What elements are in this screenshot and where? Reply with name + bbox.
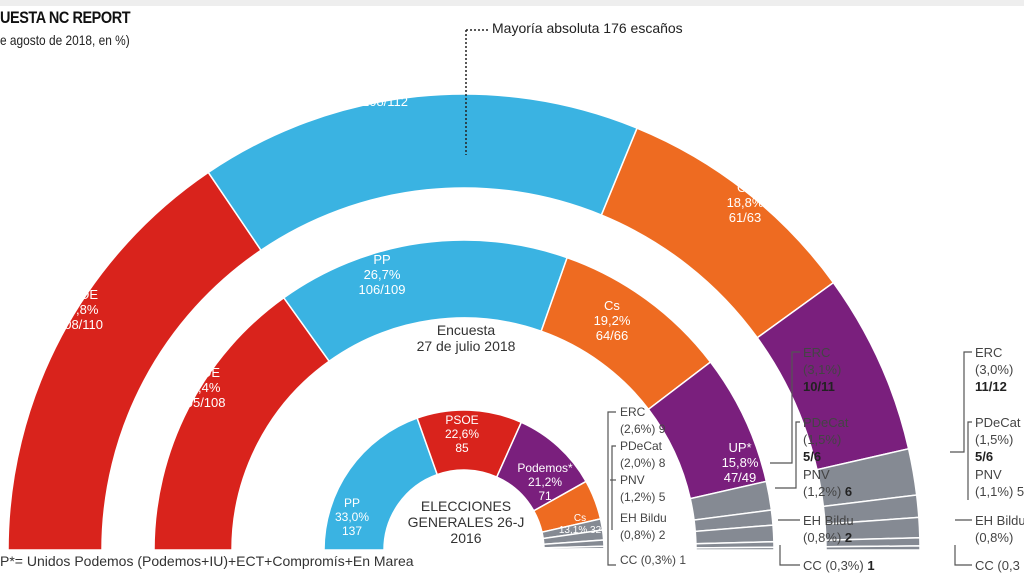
label-inner-pnv: PNV (1,2%) 5 [620, 473, 666, 504]
label-inner-cc: CC (0,3%) 1 [620, 553, 687, 567]
top-border [0, 0, 1024, 6]
label-inner-ring: ELECCIONES GENERALES 26-J 2016 [407, 498, 525, 546]
label-outer-pp: PP 27,5% 108/112 [361, 64, 409, 109]
label-mid-erc: ERC (3,1%) 10/11 [803, 345, 842, 394]
seat-arc-pp [207, 93, 639, 252]
label-inner-psoe: PSOE 22,6% 85 [444, 413, 480, 455]
seat-arc-cc [825, 545, 921, 551]
label-outer-pnv: PNV (1,1%) 5 [975, 467, 1024, 499]
label-mid-up: UP* 15,8% 47/49 [721, 440, 759, 485]
chart-title: UESTA NC REPORT [0, 8, 131, 27]
label-inner-podemos: Podemos* 21,2% 71 [517, 461, 573, 503]
label-mid-psoe: PSOE 27,4% 105/108 [178, 365, 226, 410]
label-outer-up: UP* 16,0% 43/47 [901, 357, 939, 402]
label-mid-pnv: PNV (1,2%) 6 [803, 467, 853, 499]
label-mid-pp: PP 26,7% 106/109 [358, 252, 406, 297]
label-mid-ring: Encuesta 27 de julio 2018 [416, 322, 516, 354]
label-inner-pp: PP 33,0% 137 [334, 496, 370, 538]
label-outer-pdecat: PDeCat (1,5%) 5/6 [975, 415, 1021, 464]
label-outer-erc: ERC (3,0%) 11/12 [975, 345, 1014, 394]
label-mid-cc: CC (0,3%) 1 [803, 558, 875, 573]
seat-arc-cc [543, 547, 605, 551]
label-outer-cs: Cs 18,8% 61/63 [726, 180, 764, 225]
leader-lines [607, 351, 972, 566]
seat-arc-psoe [153, 296, 331, 551]
label-mid-ehbildu: EH Bildu (0,8%) 2 [803, 513, 854, 545]
label-inner-ehbildu: EH Bildu (0,8%) 2 [620, 511, 667, 542]
label-inner-erc: ERC (2,6%) 9 [620, 405, 666, 436]
label-outer-psoe: PSOE 27,8% 108/110 [56, 287, 104, 332]
label-outer-ehbildu: EH Bildu (0,8%) [975, 513, 1024, 545]
seat-arc-cc [695, 546, 775, 551]
label-inner-cs: Cs 13,1% 32 [558, 513, 602, 536]
label-mid-pdecat: PDeCat (1,5%) 5/6 [803, 415, 849, 464]
majority-label: Mayoría absoluta 176 escaños [492, 20, 683, 36]
label-outer-cc: CC (0,3 [975, 558, 1020, 573]
footnote: P*= Unidos Podemos (Podemos+IU)+ECT+Comp… [0, 553, 414, 569]
chart-subtitle: e agosto de 2018, en %) [0, 32, 130, 48]
label-mid-cs: Cs 19,2% 64/66 [593, 298, 631, 343]
label-inner-pdecat: PDeCat (2,0%) 8 [620, 439, 666, 470]
